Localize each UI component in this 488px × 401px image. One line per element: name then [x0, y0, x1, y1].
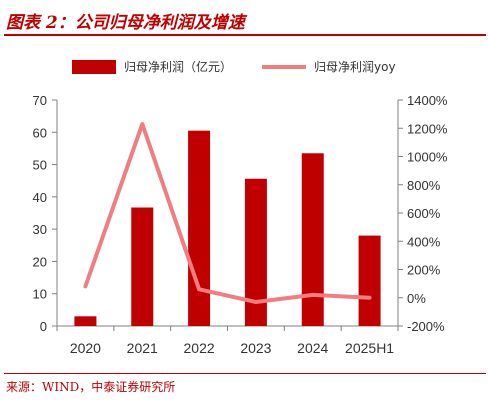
right-y-tick-label: 800% — [407, 178, 441, 193]
x-tick-label: 2023 — [240, 340, 271, 356]
bar-2025H1 — [358, 235, 381, 326]
bar-2022 — [188, 130, 211, 326]
bar-2023 — [244, 178, 267, 326]
left-y-tick-label: 60 — [33, 125, 47, 140]
right-y-tick-label: 0% — [407, 291, 426, 306]
right-y-tick-label: 1000% — [407, 150, 448, 165]
left-y-tick-label: 40 — [33, 190, 47, 205]
left-y-tick-label: 20 — [33, 254, 47, 269]
bar-2020 — [74, 316, 97, 326]
left-y-tick-label: 50 — [33, 158, 47, 173]
legend-swatch-line — [262, 64, 306, 69]
left-y-tick-label: 70 — [33, 93, 47, 108]
left-y-tick-label: 10 — [33, 287, 47, 302]
legend-swatch-bar — [72, 59, 116, 74]
left-y-tick-label: 30 — [33, 222, 47, 237]
chart-title: 图表 2：公司归母净利润及增速 — [6, 13, 245, 33]
bar-2024 — [301, 153, 324, 326]
right-y-tick-label: 1200% — [407, 121, 448, 136]
right-y-tick-label: 200% — [407, 263, 441, 278]
bar-2021 — [131, 207, 154, 326]
x-tick-label: 2020 — [70, 340, 101, 356]
x-tick-label: 2025H1 — [345, 340, 394, 356]
title-divider — [4, 34, 486, 36]
right-y-tick-label: 400% — [407, 234, 441, 249]
source-divider — [4, 373, 486, 374]
left-y-tick-label: 0 — [40, 319, 47, 334]
x-tick-label: 2024 — [297, 340, 328, 356]
chart-legend: 归母净利润（亿元） 归母净利润yoy — [0, 58, 488, 76]
yoy-line — [83, 122, 372, 304]
legend-item-line: 归母净利润yoy — [262, 58, 396, 75]
right-y-tick-label: 1400% — [407, 93, 448, 108]
legend-label-bar: 归母净利润（亿元） — [124, 60, 233, 74]
legend-label-line: 归母净利润yoy — [314, 60, 396, 74]
right-y-tick-label: -200% — [407, 319, 445, 334]
legend-item-bar: 归母净利润（亿元） — [72, 58, 232, 75]
x-tick-label: 2021 — [127, 340, 158, 356]
right-y-tick-label: 600% — [407, 206, 441, 221]
x-tick-label: 2022 — [184, 340, 215, 356]
source-note: 来源：WIND，中泰证券研究所 — [6, 380, 176, 394]
